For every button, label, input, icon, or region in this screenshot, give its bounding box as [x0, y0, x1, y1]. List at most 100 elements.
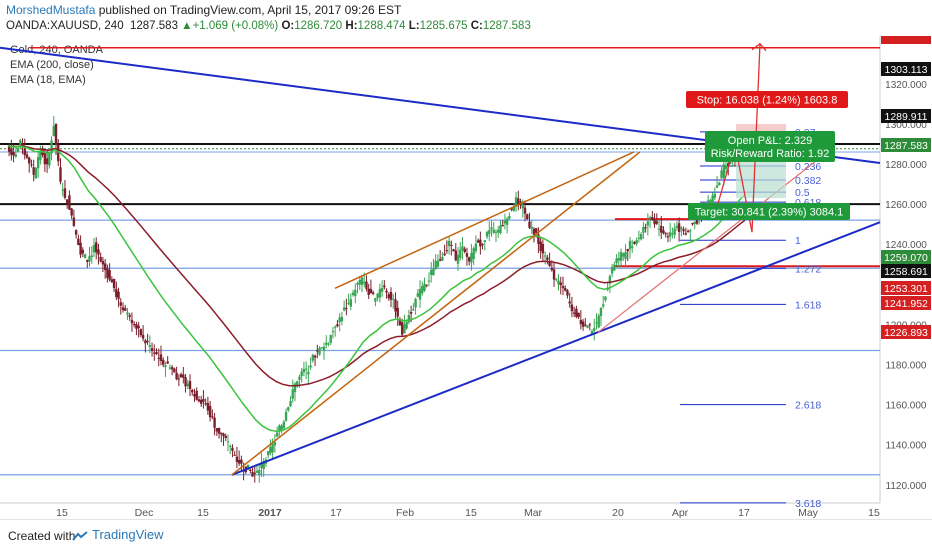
candle-body [363, 281, 366, 284]
price-tag-bg [881, 281, 931, 295]
projection-line [597, 149, 831, 333]
candle-body [304, 368, 308, 370]
candle-body [280, 425, 283, 430]
tradingview-logo[interactable]: TradingView [72, 527, 164, 542]
candle-body [240, 459, 243, 464]
candle-body [648, 217, 652, 219]
candle-body [534, 228, 538, 233]
candle-body [682, 229, 685, 232]
candle-body [298, 376, 301, 380]
candle-body [215, 428, 219, 432]
candle-body [677, 223, 681, 232]
candle-body [121, 307, 125, 311]
candle-body [394, 299, 397, 312]
candle-body [132, 324, 136, 326]
candle-body [537, 234, 540, 244]
candle-body [92, 244, 96, 253]
footer: Created with TradingView [0, 519, 932, 551]
low-value: 1285.675 [419, 20, 468, 32]
candle-body [325, 342, 328, 345]
ascending-trendline [231, 221, 881, 476]
symbol-label[interactable]: OANDA:XAUUSD, 240 [6, 20, 124, 32]
wedge-upper-line [334, 151, 635, 289]
candle-body [224, 435, 227, 439]
candle-body [347, 302, 350, 304]
candle-body [124, 308, 127, 311]
candle-body [492, 229, 495, 233]
candle-body [331, 331, 335, 333]
candle-body [155, 352, 158, 355]
candle-body [369, 288, 373, 294]
candle-body [110, 279, 114, 283]
candle-body [633, 241, 636, 245]
chart-header: MorshedMustafa published on TradingView.… [0, 0, 932, 36]
candle-body [389, 292, 393, 300]
indicator-ema18[interactable]: EMA (18, EMA) [10, 74, 86, 86]
x-tick-label: 15 [868, 507, 880, 519]
candle-body [559, 282, 562, 286]
y-tick-label: 1260.000 [885, 200, 927, 211]
candle-body [503, 220, 507, 224]
candle-body [159, 354, 163, 361]
candle-body [57, 144, 60, 162]
candle-body [637, 237, 641, 239]
price-chart[interactable]: 1120.0001140.0001160.0001180.0001200.000… [0, 36, 932, 519]
candle-body [673, 228, 676, 235]
candle-body [284, 411, 288, 421]
price-tag-label: 1303.113 [884, 64, 927, 76]
candle-body [521, 204, 524, 209]
candle-body [400, 322, 404, 335]
candle-body [483, 240, 487, 242]
ohlc-line: OANDA:XAUUSD, 240 1287.583 ▲+1.069 (+0.0… [6, 20, 531, 32]
candle-body [474, 243, 478, 252]
candle-body [307, 371, 310, 375]
target-label: Target: 30.841 (2.39%) 3084.1 [695, 207, 844, 219]
candle-body [371, 292, 375, 294]
candle-body [666, 236, 670, 238]
x-tick-label: May [798, 507, 819, 519]
candle-body [119, 302, 122, 306]
candle-body [148, 345, 152, 347]
candle-body [668, 232, 672, 237]
candle-body [662, 230, 665, 234]
candle-body [130, 319, 134, 324]
candle-body [365, 281, 368, 289]
candle-body [570, 304, 574, 312]
candle-body [153, 352, 156, 354]
candle-body [336, 324, 339, 327]
y-tick-label: 1320.000 [885, 80, 927, 91]
candle-body [405, 321, 408, 329]
ema200-line [7, 145, 746, 387]
candle-body [693, 221, 696, 224]
candle-body [505, 218, 509, 225]
candle-body [671, 233, 674, 235]
publish-info: published on TradingView.com, April 15, … [95, 3, 402, 17]
wedge-lower-line [231, 151, 641, 476]
candle-body [117, 291, 120, 299]
candle-body [170, 367, 174, 370]
candle-body [572, 312, 576, 314]
indicator-ema200[interactable]: EMA (200, close) [10, 59, 94, 71]
candle-body [278, 425, 281, 432]
candle-body [601, 304, 605, 307]
candle-body [514, 197, 518, 207]
target-label-bg [688, 203, 850, 220]
candle-body [550, 267, 554, 270]
candle-body [19, 140, 22, 145]
candle-body [231, 447, 234, 451]
candle-body [327, 343, 330, 345]
candle-body [79, 242, 82, 255]
candle-body [182, 374, 185, 378]
candle-body [461, 246, 464, 251]
candle-body [479, 239, 482, 247]
candle-body [360, 277, 364, 285]
candle-body [296, 381, 299, 387]
y-tick-label: 1180.000 [886, 361, 927, 372]
candle-body [485, 232, 489, 237]
candle-body [467, 257, 471, 262]
fib-level-label: 0.382 [795, 175, 821, 187]
candle-body [463, 248, 466, 252]
candle-body [10, 148, 13, 155]
candle-body [642, 226, 645, 233]
author-link[interactable]: MorshedMustafa [6, 3, 96, 17]
